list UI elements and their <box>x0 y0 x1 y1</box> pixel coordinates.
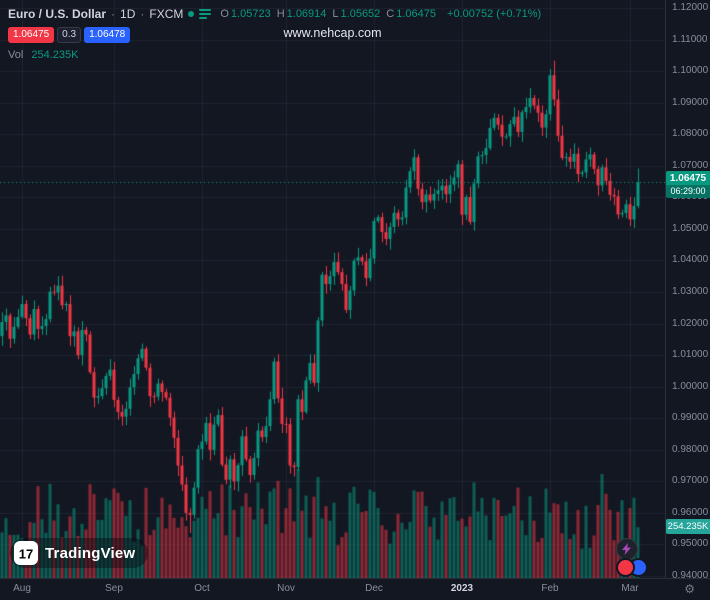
separator-dot: · <box>140 7 145 21</box>
price-axis-label: 1.01000 <box>672 349 709 361</box>
price-axis-label: 1.12000 <box>672 2 709 13</box>
tradingview-logo-text: TradingView <box>45 544 136 562</box>
low-value: 1.05652 <box>340 8 381 20</box>
time-axis-label[interactable]: Nov <box>277 583 295 594</box>
price-axis-label: 0.96000 <box>672 506 709 518</box>
symbol-title[interactable]: Euro / U.S. Dollar <box>8 7 107 21</box>
spread-value: 0.3 <box>57 27 82 43</box>
sell-price-button[interactable]: 1.06475 <box>8 27 55 43</box>
bid-ask-row: 1.06475 0.3 1.06478 <box>8 27 541 43</box>
close-label: C <box>386 8 395 20</box>
market-status-icon[interactable] <box>188 11 195 17</box>
axis-settings-gear-icon[interactable]: ⚙ <box>684 582 695 596</box>
price-axis-label: 1.05000 <box>672 222 709 234</box>
broker-avatars-button[interactable] <box>616 558 648 577</box>
tradingview-logo-mark-icon: 17 <box>14 541 38 565</box>
tradingview-logo[interactable]: 17 TradingView <box>10 538 149 568</box>
time-axis-label[interactable]: Oct <box>194 583 210 594</box>
last-price-value: 1.06475 <box>666 171 710 186</box>
price-axis-label: 1.04000 <box>672 254 709 266</box>
time-axis-label[interactable]: Sep <box>105 583 123 594</box>
price-axis-label: 1.02000 <box>672 317 709 329</box>
time-axis-label[interactable]: Aug <box>13 583 31 594</box>
legend-menu-icon[interactable] <box>199 9 212 19</box>
price-axis-label: 1.10000 <box>672 65 709 77</box>
close-value: 1.06475 <box>396 8 437 20</box>
time-axis-label[interactable]: Feb <box>541 583 559 594</box>
buy-price-button[interactable]: 1.06478 <box>84 27 131 43</box>
open-value: 1.05723 <box>230 8 271 20</box>
price-axis-label: 0.98000 <box>672 443 709 455</box>
high-label: H <box>276 8 285 20</box>
price-axis-label: 0.95000 <box>672 538 709 550</box>
price-axis-label: 0.94000 <box>672 570 709 579</box>
volume-row: Vol 254.235K <box>8 49 541 61</box>
last-price-badge: 1.06475 06:29:00 <box>666 171 710 199</box>
price-change-value: +0.00752 (+0.71%) <box>447 8 542 20</box>
broker-avatar-red-icon <box>616 558 635 577</box>
interval-label[interactable]: 1D <box>120 7 136 21</box>
low-label: L <box>332 8 339 20</box>
open-label: O <box>220 8 229 20</box>
high-value: 1.06914 <box>286 8 327 20</box>
chart-legend: Euro / U.S. Dollar · 1D · FXCM O 1.05723… <box>8 5 541 61</box>
price-axis-label: 1.08000 <box>672 128 709 140</box>
time-axis-label[interactable]: 2023 <box>450 583 474 594</box>
time-axis[interactable]: ⚙ Aug Sep Oct Nov Dec 2023 Feb Mar <box>0 578 710 600</box>
volume-axis-badge: 254.235K <box>666 519 710 535</box>
price-axis-label: 0.99000 <box>672 412 709 424</box>
exchange-label: FXCM <box>149 7 184 21</box>
volume-current-value: 254.235K <box>31 49 79 61</box>
legend-title-row: Euro / U.S. Dollar · 1D · FXCM O 1.05723… <box>8 5 541 23</box>
volume-label[interactable]: Vol <box>8 49 24 61</box>
price-axis-label: 0.97000 <box>672 475 709 487</box>
svg-text:17: 17 <box>19 547 33 562</box>
price-axis-label: 1.09000 <box>672 96 709 108</box>
ohlc-values: O 1.05723 H 1.06914 L 1.05652 C 1.06475 <box>220 8 440 20</box>
bar-countdown: 06:29:00 <box>666 185 710 199</box>
price-axis-label: 1.11000 <box>672 33 708 45</box>
separator-dot: · <box>111 7 116 21</box>
price-axis-label: 1.07000 <box>672 159 709 171</box>
watermark-text: www.nehcap.com <box>283 26 382 40</box>
price-axis[interactable]: 1.12000 1.11000 1.10000 1.09000 1.08000 1.070… <box>665 0 710 579</box>
candlestick-chart-canvas[interactable] <box>0 0 665 578</box>
quick-actions-lightning-button[interactable] <box>616 538 638 560</box>
lightning-bolt-icon <box>622 543 631 555</box>
price-axis-label: 1.00000 <box>672 380 709 392</box>
time-axis-label[interactable]: Mar <box>621 583 639 594</box>
time-axis-label[interactable]: Dec <box>365 583 383 594</box>
price-axis-label: 1.03000 <box>672 286 709 297</box>
